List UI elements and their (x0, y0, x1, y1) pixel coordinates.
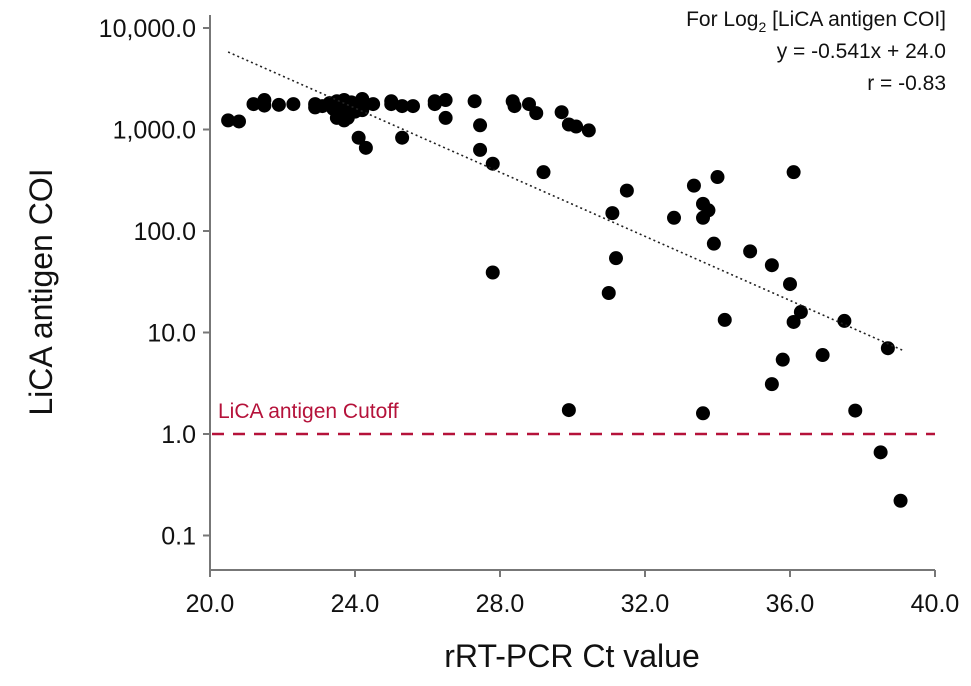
data-point (485, 265, 500, 280)
data-point (701, 203, 716, 218)
y-tick-label: 10,000.0 (99, 15, 196, 43)
data-point (438, 93, 453, 108)
annotation-title: For Log2 [LiCA antigen COI] (686, 8, 946, 35)
y-tick-label: 1,000.0 (113, 117, 196, 145)
axes (209, 15, 935, 571)
data-point (232, 114, 246, 129)
data-point (786, 314, 801, 329)
data-point (286, 97, 301, 112)
x-tick-label: 28.0 (476, 590, 525, 618)
x-tick-label: 20.0 (186, 590, 235, 618)
x-axis-label: rRT-PCR Ct value (444, 638, 699, 674)
cutoff-label: LiCA antigen Cutoff (218, 400, 399, 423)
data-point (848, 403, 863, 418)
x-tick-label: 36.0 (766, 590, 815, 618)
data-point (880, 341, 895, 356)
annotation-equation: y = -0.541x + 24.0 (777, 40, 946, 63)
data-point (337, 113, 352, 128)
tick-labels: 20.0 24.0 28.0 32.0 36.0 40.0 0.1 1.0 10.0 100.0 1… (99, 15, 960, 618)
data-point (358, 140, 373, 155)
data-point (351, 130, 366, 145)
data-point (605, 206, 620, 221)
y-axis-label: LiCA antigen COI (23, 168, 59, 415)
data-point (257, 98, 272, 113)
data-point (384, 94, 399, 109)
data-point (507, 99, 522, 114)
data-point (406, 99, 420, 114)
data-point (873, 445, 888, 460)
data-point (696, 406, 710, 421)
data-point (686, 178, 701, 193)
data-point (246, 97, 261, 112)
data-point (395, 130, 410, 145)
data-point (554, 105, 569, 120)
data-point (793, 305, 808, 320)
data-point (395, 99, 410, 114)
data-point (348, 97, 362, 112)
data-point (366, 97, 381, 112)
trendline (227, 51, 903, 351)
data-points (221, 91, 908, 508)
annotation-suffix: [LiCA antigen COI] (766, 8, 946, 31)
data-point (786, 165, 801, 180)
data-point (581, 123, 596, 138)
x-tick-label: 32.0 (621, 590, 670, 618)
data-point (893, 493, 908, 508)
data-point (473, 142, 488, 157)
annotation-subscript: 2 (758, 19, 766, 35)
data-point (764, 377, 779, 392)
data-point (743, 244, 758, 259)
data-point (427, 94, 442, 109)
data-point (710, 170, 725, 185)
y-tick-label: 10.0 (147, 320, 196, 348)
data-point (619, 183, 634, 198)
x-tick-label: 40.0 (911, 590, 960, 618)
data-point (667, 210, 681, 225)
data-point (609, 251, 623, 266)
data-point (783, 277, 797, 292)
data-point (473, 118, 488, 133)
data-point (536, 165, 551, 180)
data-point (837, 313, 852, 328)
data-point (815, 348, 830, 363)
y-tick-label: 100.0 (133, 218, 196, 246)
y-tick-label: 0.1 (161, 523, 196, 551)
x-tick-label: 24.0 (331, 590, 380, 618)
data-point (775, 352, 790, 367)
data-point (438, 110, 453, 125)
data-point (485, 156, 500, 171)
data-point (601, 285, 616, 300)
data-point (569, 119, 584, 134)
data-point (764, 258, 779, 273)
data-point (529, 106, 544, 121)
annotation-prefix: For Log (686, 8, 758, 31)
data-point (271, 97, 286, 112)
annotation-r: r = -0.83 (867, 72, 946, 95)
data-point (706, 236, 721, 251)
y-tick-label: 1.0 (161, 421, 196, 449)
data-point (221, 113, 236, 128)
data-point (561, 403, 576, 418)
data-point (467, 94, 482, 109)
data-point (717, 312, 732, 327)
